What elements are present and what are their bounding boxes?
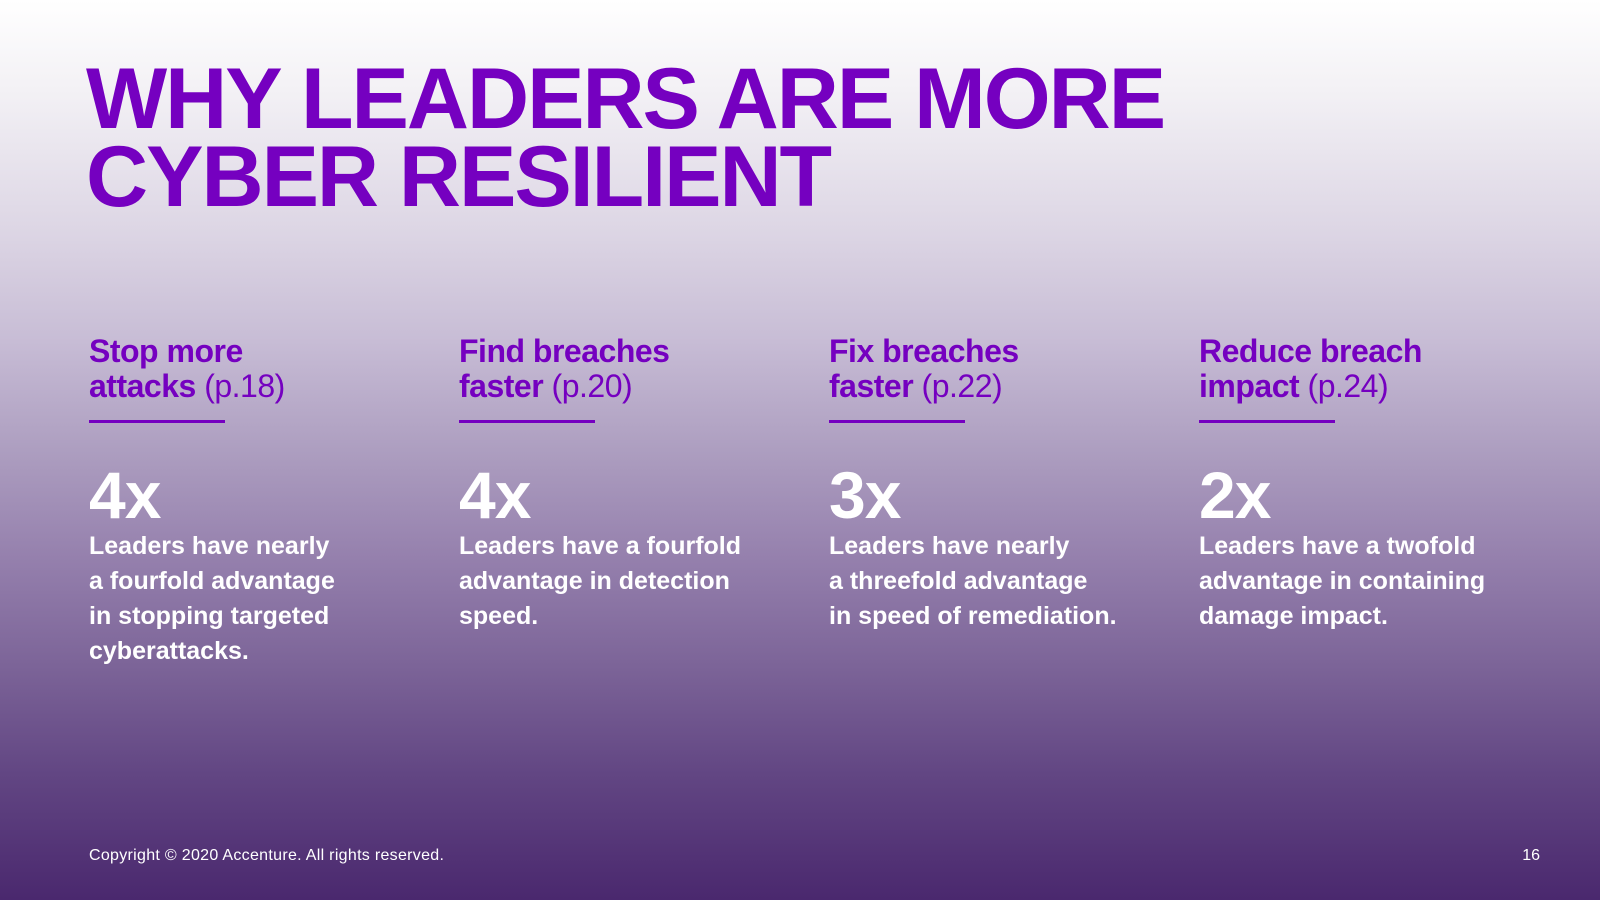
description-line: advantage in detection <box>459 567 730 595</box>
description-line: in speed of remediation. <box>829 602 1117 630</box>
heading-underline <box>1199 420 1335 423</box>
stat-description: Leaders have nearly a fourfold advantage… <box>89 529 429 669</box>
page-reference: (p.24) <box>1307 368 1389 404</box>
page-title: WHY LEADERS ARE MORE CYBER RESILIENT <box>86 51 1386 225</box>
stat-column-fix-breaches: Fix breaches faster (p.22) 3x Leaders ha… <box>829 334 1169 634</box>
description-line: damage impact. <box>1199 602 1388 630</box>
heading-underline <box>89 420 225 423</box>
column-heading: Find breaches faster (p.20) <box>459 334 799 404</box>
column-heading-line-1: Find breaches <box>459 333 670 369</box>
stat-column-find-breaches: Find breaches faster (p.20) 4x Leaders h… <box>459 334 799 634</box>
column-heading-line-1: Reduce breach <box>1199 333 1422 369</box>
column-heading: Stop more attacks (p.18) <box>89 334 429 404</box>
stat-value: 4x <box>459 458 531 532</box>
column-heading-line-2: attacks <box>89 368 196 404</box>
page-title-line-1: WHY LEADERS ARE MORE <box>86 51 1166 147</box>
column-heading: Reduce breach impact (p.24) <box>1199 334 1539 404</box>
description-line: in stopping targeted <box>89 602 330 630</box>
description-line: Leaders have nearly <box>89 532 330 560</box>
page-number: 16 <box>1522 847 1540 864</box>
copyright-notice: Copyright © 2020 Accenture. All rights r… <box>89 847 445 864</box>
description-line: a threefold advantage <box>829 567 1088 595</box>
page-title-line-2: CYBER RESILIENT <box>86 129 832 225</box>
stat-value: 3x <box>829 458 901 532</box>
column-heading-line-1: Fix breaches <box>829 333 1019 369</box>
column-heading-line-1: Stop more <box>89 333 243 369</box>
stat-description: Leaders have a fourfold advantage in det… <box>459 529 799 634</box>
column-heading-line-2: faster <box>459 368 544 404</box>
stat-column-stop-attacks: Stop more attacks (p.18) 4x Leaders have… <box>89 334 429 669</box>
description-line: speed. <box>459 602 539 630</box>
stat-value: 2x <box>1199 458 1271 532</box>
page-reference: (p.22) <box>921 368 1003 404</box>
page-reference: (p.18) <box>204 368 285 404</box>
description-line: Leaders have a fourfold <box>459 532 742 560</box>
description-line: advantage in containing <box>1199 567 1486 595</box>
column-heading: Fix breaches faster (p.22) <box>829 334 1169 404</box>
description-line: Leaders have nearly <box>829 532 1070 560</box>
column-heading-line-2: impact <box>1199 368 1300 404</box>
stat-description: Leaders have nearly a threefold advantag… <box>829 529 1169 634</box>
stats-columns: Stop more attacks (p.18) 4x Leaders have… <box>0 334 1600 694</box>
stat-description: Leaders have a twofold advantage in cont… <box>1199 529 1539 634</box>
stat-column-reduce-impact: Reduce breach impact (p.24) 2x Leaders h… <box>1199 334 1539 634</box>
column-heading-line-2: faster <box>829 368 914 404</box>
description-line: cyberattacks. <box>89 637 249 665</box>
heading-underline <box>829 420 965 423</box>
heading-underline <box>459 420 595 423</box>
page-reference: (p.20) <box>551 368 633 404</box>
stat-value: 4x <box>89 458 161 532</box>
description-line: a fourfold advantage <box>89 567 335 595</box>
description-line: Leaders have a twofold <box>1199 532 1476 560</box>
